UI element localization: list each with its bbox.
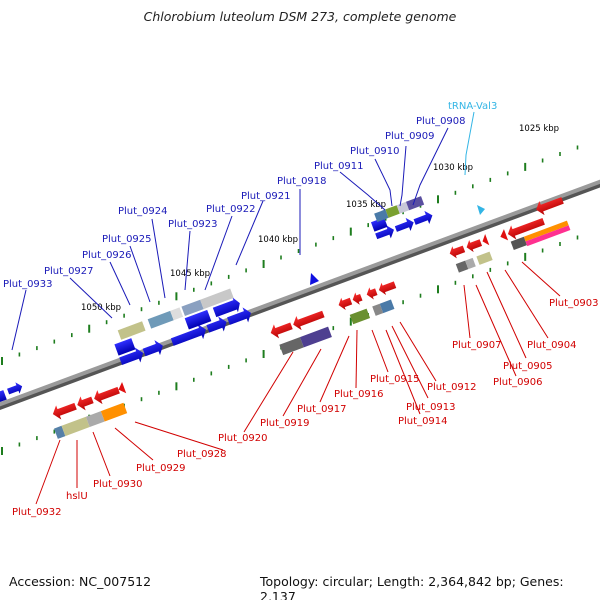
scale-label: 1030 kbp <box>433 163 473 173</box>
gene-label-plut-0912[interactable]: Plut_0912 <box>427 382 477 393</box>
gene-arrow-forward[interactable] <box>0 390 7 404</box>
gene-arrow-forward[interactable] <box>226 305 254 328</box>
gene-arrow-reverse[interactable] <box>377 279 397 297</box>
map-title: Chlorobium luteolum DSM 273, complete ge… <box>143 9 457 24</box>
gene-arrow-reverse[interactable] <box>75 393 95 413</box>
accession-text: Accession: NC_007512 <box>9 574 152 589</box>
gene-label-plut-0921[interactable]: Plut_0921 <box>241 191 291 202</box>
gene-arrow-forward[interactable] <box>310 273 319 285</box>
gene-arrow-reverse[interactable] <box>505 214 546 241</box>
gene-arrow-reverse[interactable] <box>465 236 484 253</box>
gene-label-plut-0904[interactable]: Plut_0904 <box>527 340 577 351</box>
gene-label-hslu[interactable]: hslU <box>66 491 88 502</box>
gene-label-plut-0925[interactable]: Plut_0925 <box>102 234 152 245</box>
gene-arrow-forward[interactable] <box>374 223 397 243</box>
scale-label: 1025 kbp <box>519 124 559 134</box>
gene-label-plut-0910[interactable]: Plut_0910 <box>350 146 400 157</box>
gene-arrow-reverse[interactable] <box>268 319 294 341</box>
scale-label: 1035 kbp <box>346 200 386 210</box>
gene-arrow-forward[interactable] <box>141 338 165 360</box>
trna-label[interactable]: tRNA-Val3 <box>448 101 497 112</box>
gene-arrow-forward[interactable] <box>114 338 136 356</box>
genome-backbone <box>0 179 600 407</box>
gene-label-plut-0907[interactable]: Plut_0907 <box>452 340 502 351</box>
gene-arrow-reverse[interactable] <box>116 381 127 395</box>
reverse-gene-labels: Plut_0903 Plut_0904 Plut_0905 Plut_0906 … <box>12 261 599 518</box>
gene-label-plut-0933[interactable]: Plut_0933 <box>3 279 53 290</box>
forward-gene-labels: Plut_0908 Plut_0909 Plut_0910 Plut_0911 … <box>3 116 466 351</box>
gene-label-plut-0928[interactable]: Plut_0928 <box>177 449 227 460</box>
gene-label-plut-0930[interactable]: Plut_0930 <box>93 479 143 490</box>
gene-label-plut-0906[interactable]: Plut_0906 <box>493 377 543 388</box>
gene-arrow-reverse[interactable] <box>50 399 78 421</box>
gene-label-plut-0920[interactable]: Plut_0920 <box>218 433 268 444</box>
gene-arrow-forward[interactable] <box>370 217 388 232</box>
gene-label-plut-0924[interactable]: Plut_0924 <box>118 206 168 217</box>
gene-label-plut-0918[interactable]: Plut_0918 <box>277 176 327 187</box>
scale-tick-track-upper <box>1 145 579 365</box>
gene-label-plut-0929[interactable]: Plut_0929 <box>136 463 186 474</box>
gene-arrow-forward[interactable] <box>212 296 243 320</box>
gene-label-plut-0905[interactable]: Plut_0905 <box>503 361 553 372</box>
gene-arrow-forward[interactable] <box>412 209 435 229</box>
gene-label-plut-0926[interactable]: Plut_0926 <box>82 250 132 261</box>
scale-label: 1040 kbp <box>258 235 298 245</box>
gene-label-plut-0932[interactable]: Plut_0932 <box>12 507 62 518</box>
forward-domain-bars <box>117 196 425 340</box>
trna-marker <box>477 205 485 215</box>
gene-label-plut-0922[interactable]: Plut_0922 <box>206 204 256 215</box>
gene-label-plut-0915[interactable]: Plut_0915 <box>370 374 420 385</box>
gene-arrow-forward[interactable] <box>118 345 146 368</box>
gene-arrow-reverse[interactable] <box>480 234 490 247</box>
gene-label-plut-0908[interactable]: Plut_0908 <box>416 116 466 127</box>
gene-arrow-reverse[interactable] <box>351 291 364 306</box>
gene-arrow-forward[interactable] <box>6 381 24 397</box>
gene-arrow-reverse[interactable] <box>92 383 122 406</box>
gene-arrow-forward[interactable] <box>205 314 229 336</box>
forward-strand-genes <box>0 209 435 404</box>
reverse-strand-genes <box>50 193 571 439</box>
gene-label-plut-0911[interactable]: Plut_0911 <box>314 161 364 172</box>
gene-label-plut-0916[interactable]: Plut_0916 <box>334 389 384 400</box>
gene-arrow-reverse[interactable] <box>365 286 379 302</box>
gene-label-plut-0927[interactable]: Plut_0927 <box>44 266 94 277</box>
gene-label-plut-0903[interactable]: Plut_0903 <box>549 298 599 309</box>
gene-label-plut-0913[interactable]: Plut_0913 <box>406 402 456 413</box>
gene-arrow-forward[interactable] <box>393 216 416 236</box>
gene-label-plut-0914[interactable]: Plut_0914 <box>398 416 448 427</box>
scale-label: 1045 kbp <box>170 269 210 279</box>
gene-arrow-reverse[interactable] <box>448 243 467 260</box>
gene-label-plut-0919[interactable]: Plut_0919 <box>260 418 310 429</box>
gene-label-plut-0923[interactable]: Plut_0923 <box>168 219 218 230</box>
gene-arrow-reverse[interactable] <box>337 295 354 312</box>
gene-label-plut-0917[interactable]: Plut_0917 <box>297 404 347 415</box>
genome-summary-text: Topology: circular; Length: 2,364,842 bp… <box>260 574 564 600</box>
gene-arrow-reverse[interactable] <box>291 307 326 332</box>
gene-arrow-reverse[interactable] <box>534 193 565 217</box>
gene-arrow-forward[interactable] <box>184 309 212 330</box>
gene-label-plut-0909[interactable]: Plut_0909 <box>385 131 435 142</box>
gene-arrow-forward[interactable] <box>169 322 208 350</box>
gene-arrow-reverse[interactable] <box>498 229 509 242</box>
